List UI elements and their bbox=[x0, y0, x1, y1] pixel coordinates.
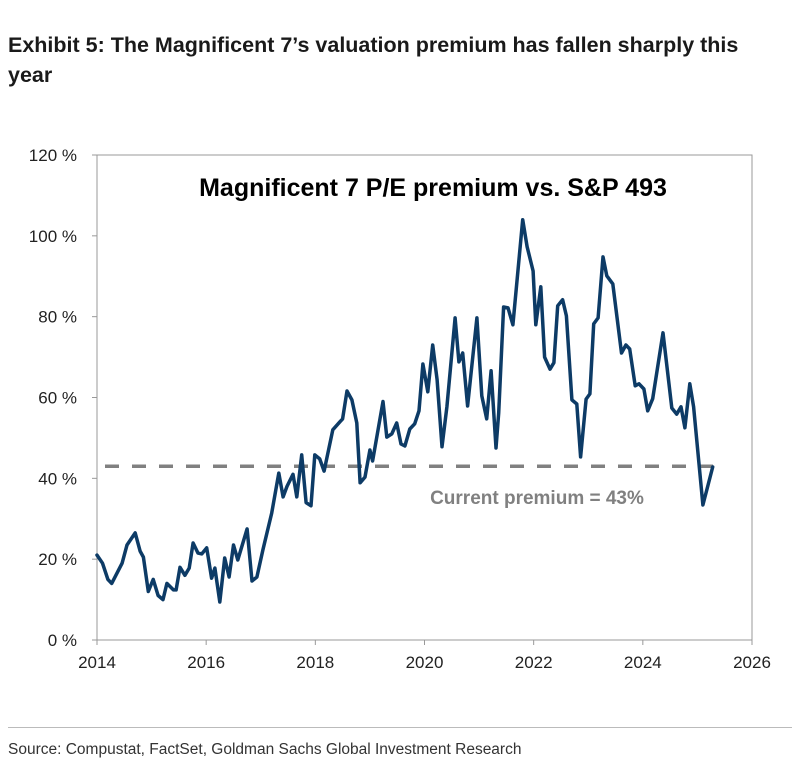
y-tick-label: 40 % bbox=[38, 469, 77, 488]
y-tick-label: 120 % bbox=[29, 146, 77, 165]
y-tick-label: 0 % bbox=[48, 631, 77, 650]
chart-title: Magnificent 7 P/E premium vs. S&P 493 bbox=[199, 174, 667, 202]
x-tick-label: 2022 bbox=[515, 653, 553, 672]
x-tick-label: 2014 bbox=[78, 653, 116, 672]
exhibit-title: Exhibit 5: The Magnificent 7’s valuation… bbox=[8, 33, 739, 87]
x-tick-label: 2026 bbox=[733, 653, 771, 672]
y-tick-label: 100 % bbox=[29, 227, 77, 246]
y-tick-label: 20 % bbox=[38, 550, 77, 569]
current-premium-label: Current premium = 43% bbox=[430, 488, 644, 509]
x-tick-label: 2018 bbox=[296, 653, 334, 672]
x-tick-label: 2016 bbox=[187, 653, 225, 672]
y-tick-label: 60 % bbox=[38, 389, 77, 408]
footer-divider bbox=[8, 727, 792, 728]
premium-series-line bbox=[95, 217, 715, 604]
line-chart: Magnificent 7 P/E premium vs. S&P 493 0 … bbox=[29, 146, 771, 672]
x-tick-label: 2020 bbox=[406, 653, 444, 672]
x-tick-label: 2024 bbox=[624, 653, 662, 672]
source-note: Source: Compustat, FactSet, Goldman Sach… bbox=[8, 741, 522, 758]
y-tick-label: 80 % bbox=[38, 308, 77, 327]
